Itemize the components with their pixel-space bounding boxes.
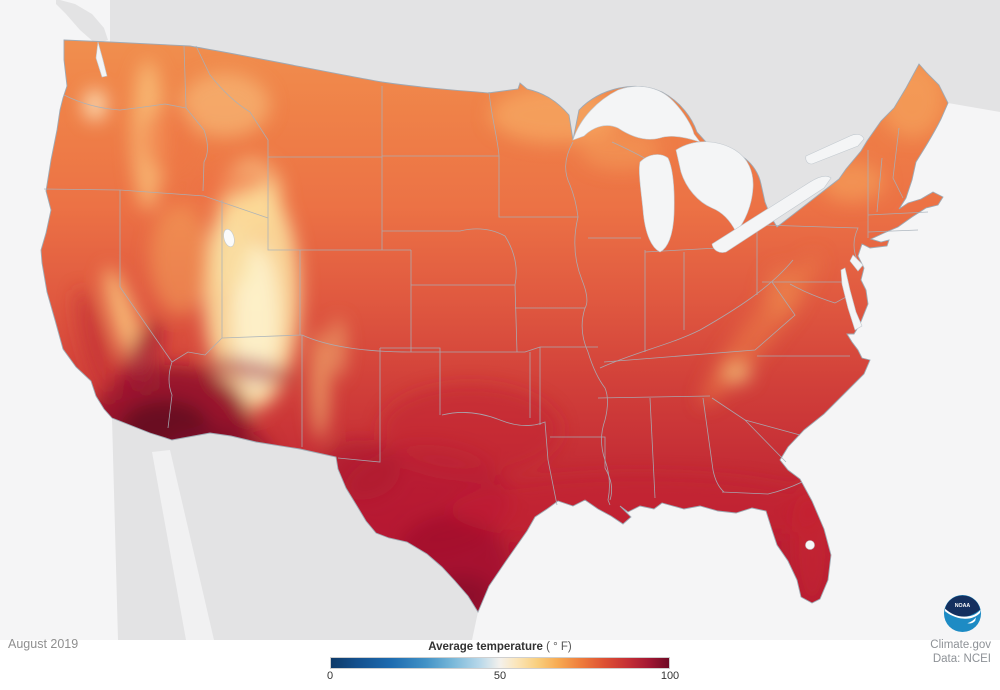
lake-huron <box>675 141 754 233</box>
map-area <box>40 0 1000 640</box>
us-outline <box>40 39 949 613</box>
lake-erie <box>711 175 832 253</box>
tick-mid: 50 <box>493 670 507 682</box>
legend-ticks: 0 50 100 <box>326 670 679 684</box>
credit-source[interactable]: Climate.gov <box>930 639 991 651</box>
gulf-of-california <box>152 450 214 640</box>
delaware-bay <box>849 254 864 272</box>
legend-title: Average temperature ( ° F) <box>330 641 670 653</box>
tick-min: 0 <box>326 670 334 682</box>
foreign-landmass <box>56 0 1000 640</box>
legend-unit: ( ° F) <box>546 641 572 653</box>
puget-sound <box>95 41 108 78</box>
canada-landmass <box>110 0 1000 227</box>
noaa-logo-top <box>944 595 981 617</box>
lake-michigan <box>639 154 675 253</box>
noaa-logo-text: NOAA <box>955 603 971 609</box>
date-label: August 2019 <box>8 637 79 651</box>
chesapeake-bay <box>840 267 863 331</box>
great-salt-lake <box>223 228 235 248</box>
vancouver-island <box>56 0 108 44</box>
mexico-landmass <box>112 418 478 640</box>
state-borders <box>43 45 929 506</box>
noaa-logo[interactable]: NOAA <box>943 594 982 633</box>
color-scale-bar <box>330 657 670 669</box>
temperature-legend: Average temperature ( ° F) 0 50 100 <box>326 641 679 684</box>
us-temperature-map <box>40 0 1000 640</box>
tick-max: 100 <box>660 670 680 682</box>
noaa-wing <box>967 617 976 624</box>
temperature-raster <box>41 40 948 612</box>
lake-superior <box>572 86 701 143</box>
credit-data: Data: NCEI <box>932 652 991 665</box>
noaa-logo-graphic: NOAA <box>943 594 982 633</box>
noaa-seagull <box>944 608 981 619</box>
great-lakes <box>95 41 865 550</box>
lake-okeechobee <box>805 540 815 550</box>
lake-ontario <box>805 134 865 165</box>
credits: Climate.gov Data: NCEI <box>930 639 991 666</box>
legend-title-text: Average temperature <box>428 641 543 653</box>
